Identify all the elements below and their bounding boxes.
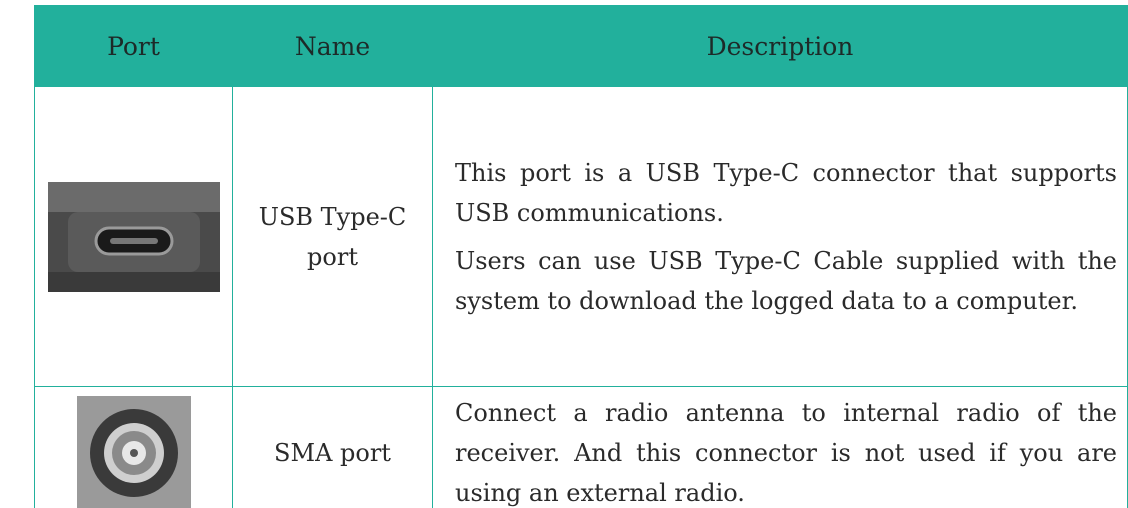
image-cell — [34, 386, 233, 508]
description-paragraph: Users can use USB Type-C Cable supplied … — [455, 246, 1117, 315]
header-row: Port Name Description — [34, 5, 1128, 87]
image-cell — [34, 86, 233, 387]
port-table: Port Name Description USB Type-C port Th… — [34, 5, 1128, 508]
name-cell: SMA port — [232, 386, 433, 508]
description-cell: Connect a radio antenna to internal radi… — [432, 386, 1128, 508]
table-row: SMA port Connect a radio antenna to inte… — [34, 386, 1128, 508]
header-cell: Description — [432, 5, 1128, 87]
name-cell: USB Type-C port — [232, 86, 433, 387]
sma-image — [76, 396, 191, 508]
description-cell: This port is a USB Type-C connector that… — [432, 86, 1128, 387]
description-paragraph: This port is a USB Type-C connector that… — [455, 158, 1117, 227]
header-cell: Name — [232, 5, 433, 87]
description-paragraph: Connect a radio antenna to internal radi… — [455, 399, 1117, 507]
usb-c-image — [47, 181, 220, 292]
header-cell: Port — [34, 5, 233, 87]
table-row: USB Type-C port This port is a USB Type-… — [34, 86, 1128, 387]
